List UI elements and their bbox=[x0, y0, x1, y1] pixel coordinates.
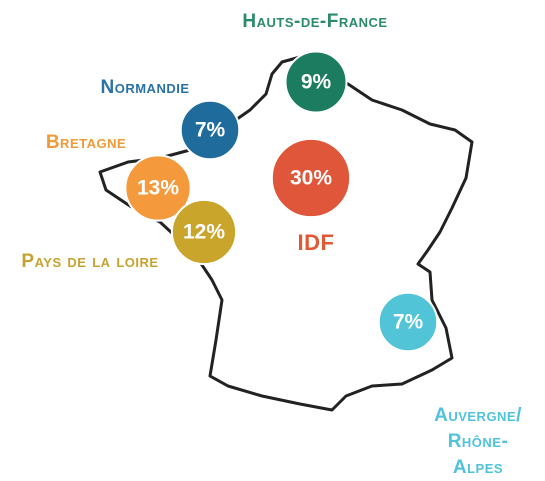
region-bubble bbox=[170, 198, 238, 266]
region-bubble bbox=[284, 50, 348, 114]
region-value: 13% bbox=[137, 177, 179, 200]
region-name: Normandie bbox=[100, 77, 190, 98]
page: {"regions": [ {"name": "Hauts-de-France"… bbox=[21, 11, 522, 478]
region-name: Hauts-de-France bbox=[242, 11, 388, 32]
region-value: 9% bbox=[301, 71, 332, 94]
region-value: 12% bbox=[183, 221, 225, 244]
france-outline bbox=[98, 55, 474, 412]
region-bubble bbox=[179, 99, 241, 161]
region-name: Bretagne bbox=[45, 132, 127, 153]
region-name: IDF bbox=[297, 230, 335, 255]
region-bubble bbox=[124, 154, 192, 222]
region-value: 30% bbox=[290, 167, 332, 190]
region-value: 7% bbox=[195, 119, 226, 142]
region-bubble bbox=[377, 291, 439, 353]
map: 9% 7% 13%12% 30% 7% bbox=[98, 50, 474, 412]
region-name: Pays de la loire bbox=[21, 251, 159, 272]
region-name: Auvergne/ Rhône-Alpes bbox=[434, 405, 522, 478]
region-value: 7% bbox=[393, 311, 424, 334]
region-bubble bbox=[270, 137, 352, 219]
